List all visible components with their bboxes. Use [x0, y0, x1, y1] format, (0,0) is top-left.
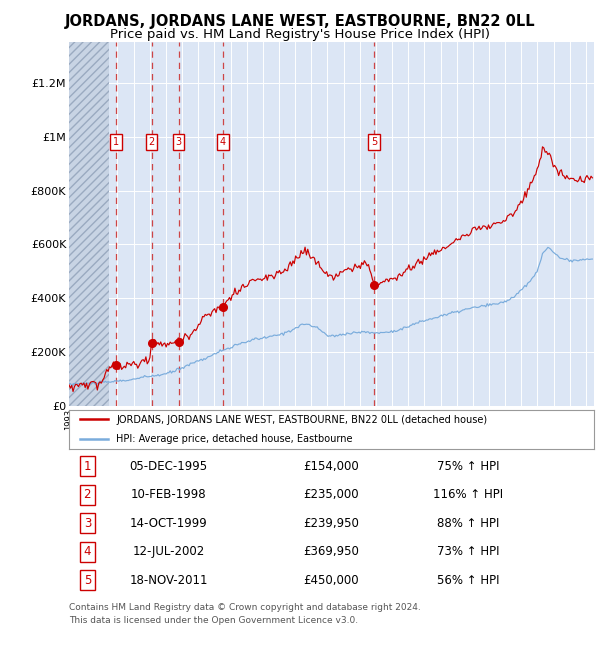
Text: JORDANS, JORDANS LANE WEST, EASTBOURNE, BN22 0LL (detached house): JORDANS, JORDANS LANE WEST, EASTBOURNE, …: [116, 415, 487, 424]
Text: 18-NOV-2011: 18-NOV-2011: [130, 574, 208, 587]
Text: 116% ↑ HPI: 116% ↑ HPI: [433, 488, 503, 501]
Text: 88% ↑ HPI: 88% ↑ HPI: [437, 517, 499, 530]
Text: £369,950: £369,950: [304, 545, 359, 558]
Text: Price paid vs. HM Land Registry's House Price Index (HPI): Price paid vs. HM Land Registry's House …: [110, 28, 490, 41]
Text: This data is licensed under the Open Government Licence v3.0.: This data is licensed under the Open Gov…: [69, 616, 358, 625]
Text: 1: 1: [83, 460, 91, 473]
Text: 2: 2: [83, 488, 91, 501]
Text: 73% ↑ HPI: 73% ↑ HPI: [437, 545, 499, 558]
Text: £239,950: £239,950: [304, 517, 359, 530]
Text: Contains HM Land Registry data © Crown copyright and database right 2024.: Contains HM Land Registry data © Crown c…: [69, 603, 421, 612]
Text: 5: 5: [83, 574, 91, 587]
Text: 56% ↑ HPI: 56% ↑ HPI: [437, 574, 499, 587]
Text: 2: 2: [148, 137, 155, 147]
Text: 14-OCT-1999: 14-OCT-1999: [130, 517, 208, 530]
Text: £235,000: £235,000: [304, 488, 359, 501]
Text: 5: 5: [371, 137, 377, 147]
Text: 12-JUL-2002: 12-JUL-2002: [133, 545, 205, 558]
Text: 3: 3: [175, 137, 182, 147]
Text: 4: 4: [83, 545, 91, 558]
Text: £154,000: £154,000: [304, 460, 359, 473]
Text: JORDANS, JORDANS LANE WEST, EASTBOURNE, BN22 0LL: JORDANS, JORDANS LANE WEST, EASTBOURNE, …: [65, 14, 535, 29]
Text: 10-FEB-1998: 10-FEB-1998: [131, 488, 206, 501]
Text: 3: 3: [83, 517, 91, 530]
Text: 75% ↑ HPI: 75% ↑ HPI: [437, 460, 499, 473]
Text: HPI: Average price, detached house, Eastbourne: HPI: Average price, detached house, East…: [116, 434, 353, 444]
Text: 05-DEC-1995: 05-DEC-1995: [130, 460, 208, 473]
Text: 1: 1: [113, 137, 119, 147]
Bar: [69, 42, 109, 406]
Text: 4: 4: [220, 137, 226, 147]
Text: £450,000: £450,000: [304, 574, 359, 587]
